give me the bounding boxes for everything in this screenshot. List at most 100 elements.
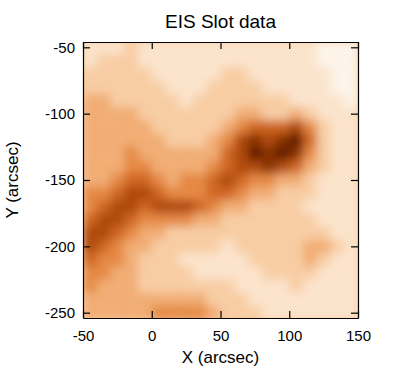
heatmap-cell [179, 120, 193, 134]
heatmap-cell [344, 173, 358, 187]
heatmap-cell [193, 173, 207, 187]
heatmap-cell [83, 80, 97, 94]
tick [221, 42, 222, 49]
heatmap-cell [289, 280, 303, 294]
heatmap-cell [138, 226, 152, 240]
heatmap-cell [221, 173, 235, 187]
heatmap-cell [303, 147, 317, 161]
x-axis-title: X (arcsec) [182, 348, 259, 367]
tick [351, 114, 358, 115]
heatmap-cell [221, 240, 235, 254]
heatmap-cell [152, 42, 166, 54]
heatmap-cell [221, 293, 235, 307]
heatmap-cell [303, 293, 317, 307]
heatmap-cell [317, 42, 331, 54]
chart: -50050100150-50-100-150-200-250EIS Slot … [0, 0, 410, 373]
tick-mark [83, 246, 90, 247]
heatmap-cell [262, 213, 276, 227]
heatmap-cell [97, 200, 111, 214]
heatmap-cell [207, 280, 221, 294]
heatmap-cell [111, 226, 125, 240]
heatmap-cell [83, 213, 97, 227]
heatmap-cell [303, 306, 317, 318]
heatmap-cell [207, 54, 221, 68]
heatmap-cell [289, 160, 303, 174]
heatmap-cell [193, 42, 207, 54]
heatmap-cell [179, 42, 193, 54]
heatmap-cell [331, 213, 345, 227]
heatmap-cell [179, 306, 193, 318]
heatmap-cell [124, 80, 138, 94]
tick-mark [220, 42, 221, 49]
heatmap-cell [207, 253, 221, 267]
heatmap-cell [276, 213, 290, 227]
heatmap-cell [97, 67, 111, 81]
heatmap-cell [234, 253, 248, 267]
heatmap-cell [276, 200, 290, 214]
heatmap-cell [124, 213, 138, 227]
heatmap-cell [83, 67, 97, 81]
tick: -250 [45, 304, 90, 321]
tick-mark [220, 311, 221, 318]
heatmap-cell [303, 213, 317, 227]
heatmap-cell [111, 266, 125, 280]
heatmap-cell [179, 293, 193, 307]
heatmap-cell [111, 147, 125, 161]
heatmap-cell [152, 226, 166, 240]
heatmap-cell [289, 266, 303, 280]
heatmap-cell [234, 134, 248, 148]
heatmap-cell [83, 94, 97, 108]
heatmap-cell [248, 80, 262, 94]
heatmap-cell [344, 253, 358, 267]
heatmap-cell [303, 42, 317, 54]
heatmap-cell [138, 253, 152, 267]
tick-mark [83, 180, 90, 181]
heatmap-cell [152, 160, 166, 174]
heatmap-cell [138, 94, 152, 108]
heatmap-cell [234, 187, 248, 201]
heatmap-cell [124, 200, 138, 214]
heatmap-cell [331, 293, 345, 307]
heatmap-cell [289, 306, 303, 318]
heatmap-cell [331, 306, 345, 318]
heatmap-cell [317, 54, 331, 68]
heatmap-cell [111, 306, 125, 318]
heatmap-cell [83, 160, 97, 174]
heatmap-cell [166, 54, 180, 68]
heatmap-cell [193, 213, 207, 227]
heatmap-cell [262, 42, 276, 54]
heatmap-cell [124, 147, 138, 161]
heatmap-cell [344, 266, 358, 280]
heatmap-cell [331, 226, 345, 240]
heatmap-cell [138, 54, 152, 68]
heatmap-cell [179, 213, 193, 227]
heatmap-cell [317, 94, 331, 108]
heatmap-cell [207, 67, 221, 81]
heatmap-cell [83, 42, 97, 54]
tick-label: -50 [73, 327, 95, 344]
heatmap-cell [331, 54, 345, 68]
heatmap-cell [276, 266, 290, 280]
heatmap-cell [111, 280, 125, 294]
heatmap-cell [248, 226, 262, 240]
heatmap-cell [317, 293, 331, 307]
heatmap-cell [193, 147, 207, 161]
heatmap-cell [262, 147, 276, 161]
heatmap-cell [317, 80, 331, 94]
heatmap-cell [344, 240, 358, 254]
heatmap-cell [152, 107, 166, 121]
tick: 0 [148, 311, 156, 344]
heatmap-cell [262, 187, 276, 201]
heatmap-cell [331, 200, 345, 214]
axis-line [358, 43, 359, 319]
heatmap-cell [111, 94, 125, 108]
tick: -50 [53, 39, 90, 56]
heatmap-cell [166, 306, 180, 318]
heatmap-cell [124, 173, 138, 187]
heatmap-cell [289, 94, 303, 108]
tick-mark [351, 47, 358, 48]
heatmap-cell [331, 80, 345, 94]
heatmap-cell [166, 266, 180, 280]
heatmap-cell [331, 147, 345, 161]
heatmap-cell [248, 253, 262, 267]
